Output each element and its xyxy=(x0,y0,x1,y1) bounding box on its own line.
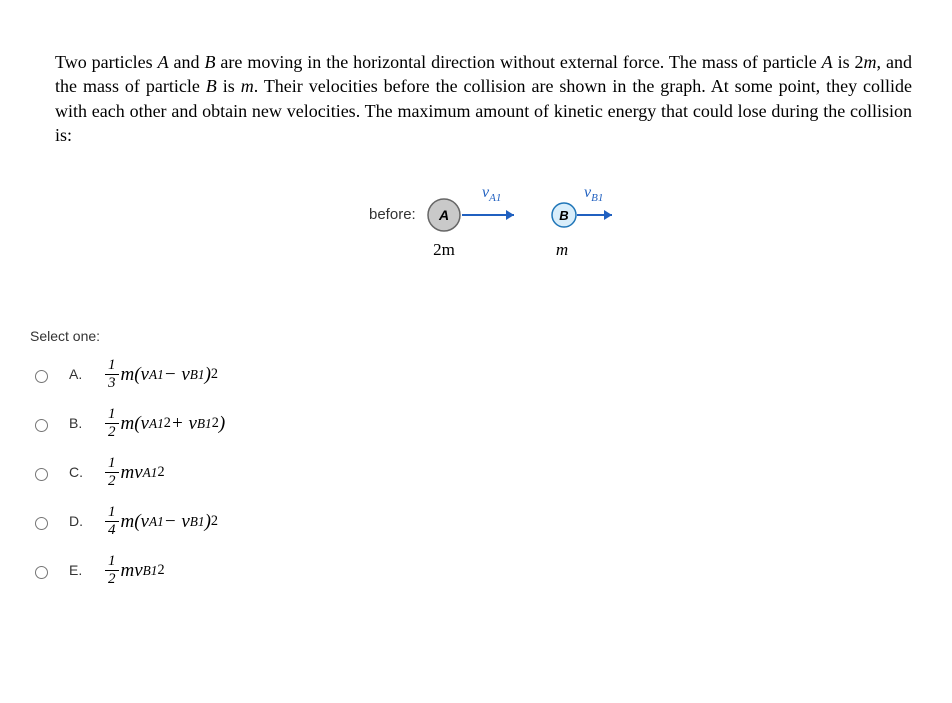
option-c-radio[interactable] xyxy=(35,468,48,481)
select-one-label: Select one: xyxy=(30,327,912,346)
question-part: and xyxy=(169,52,205,72)
option-d-letter: D. xyxy=(69,512,87,531)
option-b-formula: 12 m(vA12 + vB12) xyxy=(105,407,225,440)
option-d-formula: 14 m(vA1 − vB1)2 xyxy=(105,505,218,538)
mass-b-label: m xyxy=(555,240,567,259)
option-e-letter: E. xyxy=(69,561,87,580)
option-a[interactable]: A. 13 m(vA1 − vB1)2 xyxy=(30,358,912,391)
option-c-formula: 12 mvA12 xyxy=(105,456,165,489)
option-e-formula: 12 mvB12 xyxy=(105,554,165,587)
collision-diagram: before: A vA1 2m B vB1 m xyxy=(55,177,912,287)
particle-b-label: B xyxy=(559,208,568,223)
velocity-b-arrowhead xyxy=(604,210,612,220)
option-a-formula: 13 m(vA1 − vB1)2 xyxy=(105,358,218,391)
option-a-radio[interactable] xyxy=(35,370,48,383)
option-d[interactable]: D. 14 m(vA1 − vB1)2 xyxy=(30,505,912,538)
option-b-radio[interactable] xyxy=(35,419,48,432)
question-part: is xyxy=(217,76,241,96)
question-part: is 2 xyxy=(833,52,864,72)
var-b: B xyxy=(204,52,215,72)
var-a2: A xyxy=(822,52,833,72)
mass-a-label: 2m xyxy=(433,240,455,259)
question-part: Two particles xyxy=(55,52,158,72)
velocity-a-arrowhead xyxy=(506,210,514,220)
options-list: A. 13 m(vA1 − vB1)2 B. 12 m(vA12 + vB12)… xyxy=(30,358,912,587)
question-part: are moving in the horizontal direction w… xyxy=(215,52,821,72)
option-b-letter: B. xyxy=(69,414,87,433)
option-c-letter: C. xyxy=(69,463,87,482)
option-e[interactable]: E. 12 mvB12 xyxy=(30,554,912,587)
velocity-a-label: vA1 xyxy=(482,184,501,204)
velocity-b-label: vB1 xyxy=(584,184,603,204)
question-text: Two particles A and B are moving in the … xyxy=(55,50,912,147)
option-e-radio[interactable] xyxy=(35,566,48,579)
option-c[interactable]: C. 12 mvA12 xyxy=(30,456,912,489)
option-a-letter: A. xyxy=(69,365,87,384)
option-d-radio[interactable] xyxy=(35,517,48,530)
var-a: A xyxy=(158,52,169,72)
var-m: m xyxy=(864,52,877,72)
particle-a-label: A xyxy=(437,207,448,223)
option-b[interactable]: B. 12 m(vA12 + vB12) xyxy=(30,407,912,440)
before-label: before: xyxy=(369,206,416,223)
var-m2: m xyxy=(241,76,254,96)
var-b2: B xyxy=(206,76,217,96)
diagram-svg: before: A vA1 2m B vB1 m xyxy=(304,177,664,287)
